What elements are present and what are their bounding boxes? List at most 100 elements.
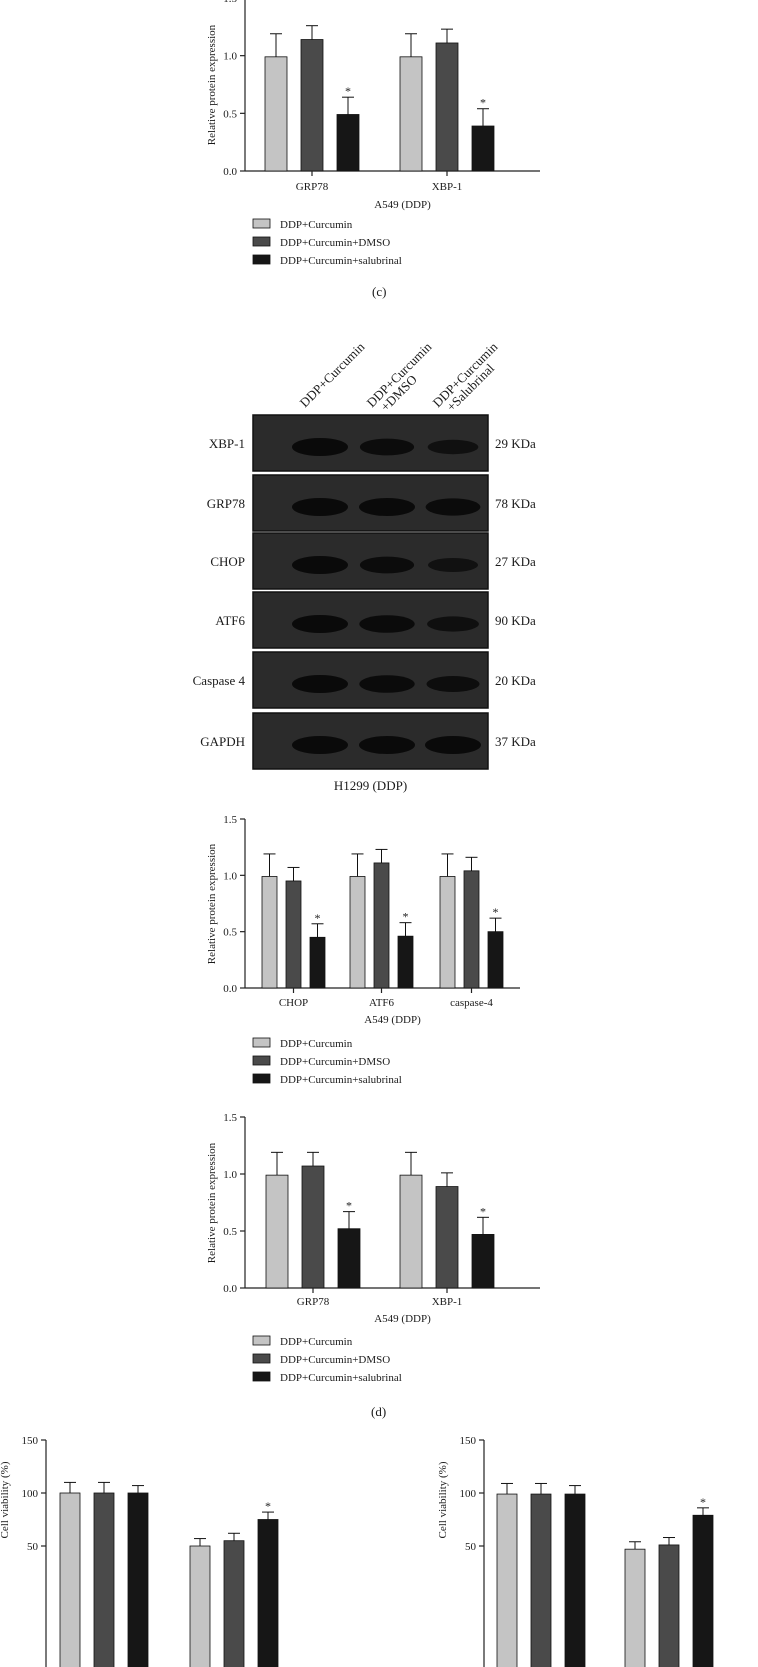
x-tick-label: ATF6 — [369, 997, 395, 1009]
panel-label-d: (d) — [371, 1404, 387, 1419]
x-tick-label: caspase-4 — [450, 997, 493, 1009]
y-tick-label: 1.5 — [223, 0, 237, 5]
protein-label: ATF6 — [215, 613, 245, 628]
molecular-weight-label: 29 KDa — [495, 436, 536, 451]
blot-band — [427, 439, 479, 455]
x-tick-label: CHOP — [279, 997, 308, 1009]
blot-band — [427, 616, 479, 632]
y-tick-label: 0.5 — [223, 1226, 237, 1238]
legend-label: DDP+Curcumin — [280, 1038, 353, 1050]
significance-star: * — [403, 910, 409, 924]
protein-label: XBP-1 — [209, 436, 245, 451]
y-tick-label: 1.5 — [223, 814, 237, 826]
protein-label: Caspase 4 — [193, 673, 246, 688]
chart-d-grp78-xbp1: 0.0 0.5 1.0 1.5 Relative protein expression *… — [206, 1112, 540, 1384]
legend-label: DDP+Curcumin — [280, 219, 353, 231]
blot-band — [425, 736, 481, 754]
panel-label-c: (c) — [372, 284, 387, 299]
legend-label: DDP+Curcumin+salubrinal — [280, 1074, 402, 1086]
blot-band — [428, 558, 478, 572]
legend-label: DDP+Curcumin — [280, 1336, 353, 1348]
x-axis-label: A549 (DDP) — [374, 199, 431, 211]
y-tick-label: 150 — [460, 1435, 477, 1447]
legend-swatch — [252, 1353, 271, 1364]
bar — [530, 1493, 552, 1667]
y-tick-label: 1.5 — [223, 1112, 237, 1124]
bar — [564, 1493, 586, 1667]
blot-band — [359, 736, 415, 754]
blot-band — [359, 498, 415, 516]
legend-label: DDP+Curcumin+salubrinal — [280, 255, 402, 267]
molecular-weight-label: 27 KDa — [495, 554, 536, 569]
protein-label: CHOP — [210, 554, 245, 569]
blot-band — [426, 676, 480, 692]
blot-band — [292, 438, 348, 456]
y-tick-label: 0.5 — [223, 108, 237, 120]
y-axis-label: Relative protein expression — [206, 1142, 218, 1263]
y-axis-label: Relative protein expression — [206, 24, 218, 145]
significance-star: * — [480, 1204, 486, 1218]
bar — [496, 1493, 518, 1667]
legend-swatch — [252, 1371, 271, 1382]
blot-band — [359, 615, 415, 633]
blot-band — [425, 498, 481, 516]
y-tick-label: 100 — [460, 1488, 477, 1500]
y-tick-label: 0.0 — [223, 166, 237, 178]
y-tick-label: 1.0 — [223, 1169, 237, 1181]
significance-star: * — [480, 96, 486, 110]
legend-swatch — [252, 236, 271, 247]
significance-star: * — [315, 911, 321, 925]
x-tick-label: XBP-1 — [432, 181, 463, 193]
blot-band — [359, 556, 415, 574]
blot-caption: H1299 (DDP) — [334, 778, 407, 793]
x-axis-label: A549 (DDP) — [374, 1313, 431, 1325]
legend-label: DDP+Curcumin+DMSO — [280, 1354, 390, 1366]
legend-label: DDP+Curcumin+DMSO — [280, 1056, 390, 1068]
y-tick-label: 0.0 — [223, 1283, 237, 1295]
significance-star: * — [346, 1199, 352, 1213]
y-tick-label: 1.0 — [223, 870, 237, 882]
y-tick-label: 100 — [22, 1488, 39, 1500]
blot-band — [292, 736, 348, 754]
bar — [624, 1548, 646, 1667]
blot-band — [292, 615, 348, 633]
y-tick-label: 150 — [22, 1435, 39, 1447]
chart-d-chop-atf6-caspase4: 0.0 0.5 1.0 1.5 Relative protein expression *… — [206, 814, 520, 1086]
legend-label: DDP+Curcumin+DMSO — [280, 237, 390, 249]
molecular-weight-label: 78 KDa — [495, 496, 536, 511]
x-tick-label: XBP-1 — [432, 1296, 463, 1308]
y-tick-label: 50 — [27, 1541, 39, 1553]
y-tick-label: 1.0 — [223, 51, 237, 63]
x-axis-label: A549 (DDP) — [364, 1014, 421, 1026]
protein-label: GAPDH — [200, 734, 245, 749]
legend-label: DDP+Curcumin+salubrinal — [280, 1372, 402, 1384]
chart-c-grp78-xbp1: 0.0 0.5 1.0 1.5 Relative protein expression *… — [206, 0, 540, 267]
y-tick-label: 0.0 — [223, 983, 237, 995]
legend-swatch — [252, 1037, 271, 1048]
molecular-weight-label: 37 KDa — [495, 734, 536, 749]
legend-swatch — [252, 1055, 271, 1066]
bar — [692, 1514, 714, 1667]
legend-swatch — [252, 218, 271, 229]
blot-band — [292, 556, 348, 574]
y-tick-label: 0.5 — [223, 927, 237, 939]
molecular-weight-label: 90 KDa — [495, 613, 536, 628]
legend-swatch — [252, 1073, 271, 1084]
legend-swatch — [252, 1335, 271, 1346]
blot-band — [292, 498, 348, 516]
y-axis-label: Relative protein expression — [206, 843, 218, 964]
blot-band — [359, 675, 415, 693]
x-tick-label: GRP78 — [296, 181, 329, 193]
significance-star: * — [493, 905, 499, 919]
significance-star: * — [700, 1495, 706, 1509]
bar — [658, 1544, 680, 1667]
y-axis-label: Cell viability (%) — [0, 1461, 11, 1538]
x-tick-label: GRP78 — [297, 1296, 330, 1308]
y-axis-label: Cell viability (%) — [437, 1461, 449, 1538]
protein-label: GRP78 — [207, 496, 245, 511]
y-tick-label: 50 — [465, 1541, 477, 1553]
blot-band — [292, 675, 348, 693]
